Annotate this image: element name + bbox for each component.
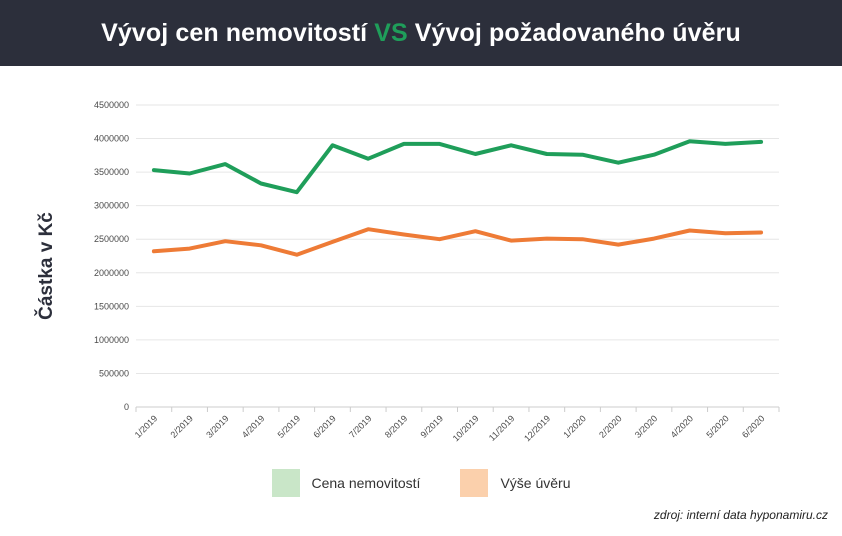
y-tick-label: 500000 (99, 368, 129, 378)
legend-item-property[interactable]: Cena nemovitostí (271, 469, 421, 497)
legend-swatch-loan (460, 469, 489, 497)
x-tick-label: 4/2020 (669, 413, 696, 440)
y-tick-label: 4000000 (94, 134, 129, 144)
x-tick-label: 4/2019 (240, 413, 267, 440)
title-vs: VS (374, 18, 408, 47)
y-tick-label: 2500000 (94, 234, 129, 244)
y-tick-label: 4500000 (94, 100, 129, 110)
legend: Cena nemovitostí Výše úvěru (0, 469, 842, 497)
x-tick-label: 1/2019 (133, 413, 160, 440)
x-tick-label: 11/2019 (487, 413, 517, 443)
x-tick-label: 10/2019 (451, 413, 481, 443)
x-tick-label: 3/2019 (204, 413, 231, 440)
title-part-loan: Vývoj požadovaného úvěru (414, 18, 741, 47)
chart-title: Vývoj cen nemovitostí VS Vývoj požadovan… (0, 0, 842, 66)
y-tick-label: 1500000 (94, 301, 129, 311)
x-tick-label: 1/2020 (561, 413, 588, 440)
legend-item-loan[interactable]: Výše úvěru (460, 469, 571, 497)
line-chart: 0 500000 1000000 1500000 2000000 2500000 30000… (94, 100, 780, 443)
legend-swatch-property (271, 469, 300, 497)
series-line-loan (151, 227, 764, 257)
x-tick-label: 7/2019 (347, 413, 374, 440)
x-tick-label: 6/2020 (740, 413, 767, 440)
y-axis-label: Částka v Kč (36, 212, 57, 320)
y-tick-label: 3000000 (94, 201, 129, 211)
x-tick-label: 2/2020 (597, 413, 624, 440)
legend-label-property: Cena nemovitostí (311, 475, 421, 491)
x-tick-label: 3/2020 (633, 413, 660, 440)
x-tick-label: 8/2019 (383, 413, 410, 440)
x-tick-label: 5/2020 (704, 413, 731, 440)
x-tick-label: 12/2019 (522, 413, 552, 443)
x-tick-label: 6/2019 (311, 413, 338, 440)
x-tick-label: 5/2019 (276, 413, 303, 440)
title-part-property: Vývoj cen nemovitostí (101, 18, 368, 47)
y-tick-label: 3500000 (94, 167, 129, 177)
y-tick-label: 2000000 (94, 268, 129, 278)
source-note: zdroj: interní data hyponamiru.cz (653, 508, 828, 522)
x-tick-label: 9/2019 (419, 413, 446, 440)
y-tick-label: 1000000 (94, 335, 129, 345)
legend-label-loan: Výše úvěru (500, 475, 571, 491)
x-tick-label: 2/2019 (168, 413, 195, 440)
series-line-property (151, 139, 764, 195)
y-tick-label: 0 (124, 402, 129, 412)
